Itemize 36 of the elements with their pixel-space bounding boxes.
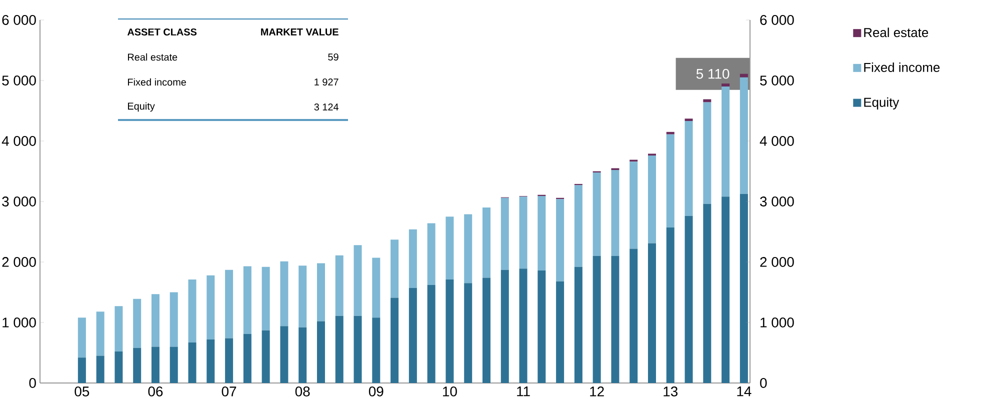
annotation: Real estate bbox=[128, 53, 178, 61]
x-tick-label: 09 bbox=[368, 386, 384, 396]
y-tick-label: 0 bbox=[29, 378, 36, 388]
y2-tick-label: 0 bbox=[760, 378, 767, 388]
x-tick-label: 05 bbox=[74, 386, 90, 396]
total-label: 5 110 bbox=[696, 68, 730, 79]
x-tick-label: 08 bbox=[295, 386, 310, 396]
y-tick-label: 2 000 bbox=[2, 257, 36, 267]
y-tick-label: 5 000 bbox=[2, 76, 36, 86]
x-tick-label: 12 bbox=[590, 386, 604, 396]
x-tick-label: 11 bbox=[517, 386, 530, 396]
y-tick-label: 3 000 bbox=[2, 196, 36, 206]
annotation: 3 124 bbox=[314, 103, 338, 111]
y-tick-label: 6 000 bbox=[2, 15, 36, 25]
annotation: Equity bbox=[128, 102, 155, 112]
y2-tick-label: 6 000 bbox=[760, 15, 794, 25]
x-tick-label: 14 bbox=[737, 386, 752, 396]
y2-tick-label: 3 000 bbox=[760, 196, 794, 206]
annotation: 59 bbox=[328, 53, 338, 61]
x-tick-label: 06 bbox=[148, 386, 163, 396]
y2-tick-label: 4 000 bbox=[760, 136, 794, 146]
y-tick-label: 4 000 bbox=[2, 136, 36, 146]
legend-label: Equity bbox=[864, 97, 900, 110]
annotation: Fixed income bbox=[128, 78, 186, 86]
y2-tick-label: 2 000 bbox=[760, 257, 794, 267]
legend-label: Real estate bbox=[864, 28, 928, 38]
y2-tick-label: 5 000 bbox=[760, 76, 794, 86]
annotation: ASSET CLASS bbox=[127, 28, 197, 36]
x-tick-label: 13 bbox=[664, 386, 678, 396]
legend-label: Fixed income bbox=[864, 62, 940, 72]
y-tick-label: 1 000 bbox=[2, 318, 36, 328]
annotation: 1 927 bbox=[314, 78, 338, 86]
x-tick-label: 10 bbox=[443, 386, 457, 396]
annotation: MARKET VALUE bbox=[261, 28, 338, 36]
y2-tick-label: 1 000 bbox=[760, 318, 794, 328]
x-tick-label: 07 bbox=[222, 386, 236, 396]
